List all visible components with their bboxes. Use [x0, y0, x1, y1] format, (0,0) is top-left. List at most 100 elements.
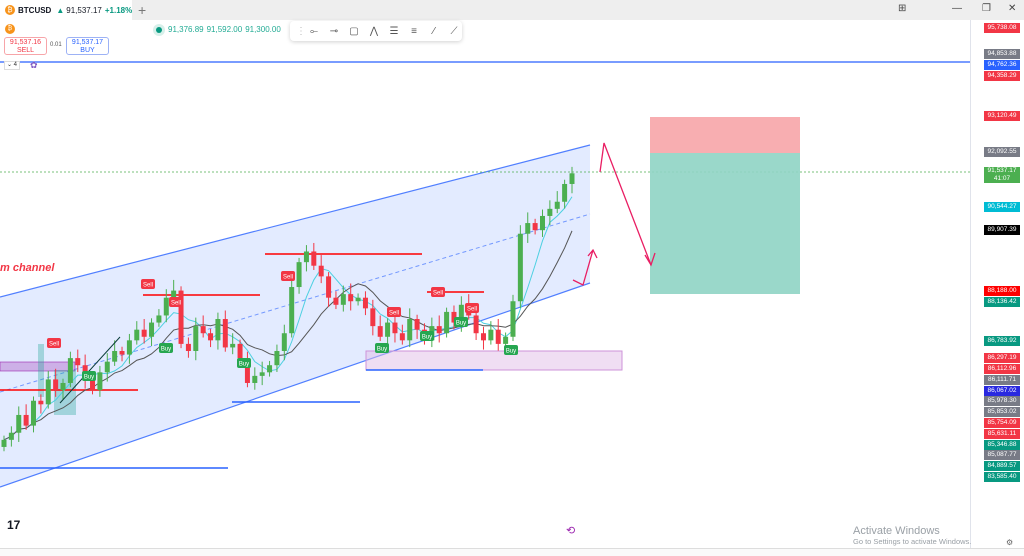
- candle: [296, 257, 302, 294]
- close-button[interactable]: ✕: [1008, 3, 1017, 14]
- price-label: 89,907.39: [984, 224, 1020, 235]
- sell-signal-label: Sell: [47, 338, 61, 348]
- candle: [562, 179, 568, 209]
- candle: [53, 368, 59, 397]
- candle: [252, 367, 258, 390]
- tab-btcusd[interactable]: ₿ BTCUSD ▲ 91,537.17 +1.18% / U: [0, 0, 132, 20]
- candle: [362, 291, 368, 316]
- price-label: 91,537.17 41:07: [984, 166, 1020, 183]
- path-icon[interactable]: ⋀: [369, 25, 379, 37]
- candle: [38, 394, 44, 414]
- replay-icon[interactable]: ⟲: [566, 525, 576, 537]
- activate-subtitle: Go to Settings to activate Windows.: [853, 537, 972, 546]
- horizontal-line-icon[interactable]: ⟜: [310, 25, 318, 37]
- parallel-channel: [0, 145, 590, 487]
- demand-zone: [365, 350, 623, 371]
- candle: [436, 315, 442, 343]
- candle: [525, 212, 531, 243]
- layout-icon[interactable]: ⊞: [898, 3, 907, 14]
- candle: [311, 242, 317, 270]
- svg-text:Sell: Sell: [467, 307, 477, 313]
- tradingview-logo[interactable]: 17: [7, 518, 21, 532]
- drag-handle-icon[interactable]: ⋮: [296, 25, 306, 37]
- candle: [45, 370, 51, 409]
- sell-signal-label: Sell: [431, 287, 445, 297]
- candle: [141, 319, 147, 344]
- candle: [554, 191, 560, 214]
- candle: [392, 316, 398, 343]
- indicator-icon[interactable]: ✿: [30, 60, 38, 70]
- svg-text:Sell: Sell: [49, 342, 59, 348]
- svg-text:Buy: Buy: [84, 375, 94, 381]
- rectangle-icon[interactable]: ▢: [349, 25, 359, 37]
- svg-text:Buy: Buy: [506, 349, 516, 355]
- high-value: 91,592.00: [206, 25, 243, 34]
- take-profit-zone: [650, 153, 800, 294]
- bounce-arrow: [572, 249, 594, 286]
- candle: [156, 309, 162, 327]
- svg-text:Sell: Sell: [389, 311, 399, 317]
- channel-mid-line: [0, 213, 591, 393]
- price-label: 85,631.11: [984, 428, 1020, 439]
- drawing-toolbar: ⋮ ⟜ ⊸ ▢ ⋀ ☰ ≡ ⁄ ⟋: [290, 21, 462, 41]
- candle: [318, 255, 324, 284]
- price-label: 86,783.92: [984, 335, 1020, 346]
- regression-icon[interactable]: ≡: [411, 25, 417, 37]
- price-label: 93,120.49: [984, 110, 1020, 121]
- sell-signal-label: Sell: [169, 297, 183, 307]
- new-tab-button[interactable]: +: [138, 2, 147, 18]
- sell-button[interactable]: 91,537.16 SELL: [4, 37, 47, 55]
- parallel-channel-icon[interactable]: ☰: [389, 25, 399, 37]
- tab-symbol: BTCUSD: [18, 5, 52, 15]
- ruler-icon[interactable]: ⟋: [450, 25, 458, 37]
- settings-icon[interactable]: ⚙: [1006, 538, 1014, 547]
- sell-signal-label: Sell: [465, 303, 479, 313]
- chart-canvas[interactable]: Sell Sell Sell Sell Sell Sell Sell Buy Buy Buy Buy…: [0, 20, 970, 548]
- open-value: 91,376.89: [168, 25, 204, 34]
- candle: [31, 396, 37, 433]
- candle: [75, 349, 81, 372]
- candle: [112, 340, 118, 366]
- horizontal-ray-icon[interactable]: ⊸: [329, 25, 339, 37]
- candle: [178, 286, 184, 349]
- buy-price: 91,537.17: [71, 39, 104, 46]
- svg-text:Buy: Buy: [239, 362, 249, 368]
- candle: [259, 361, 265, 386]
- candle: [149, 318, 155, 347]
- candle: [23, 404, 29, 430]
- price-label: 84,889.57: [984, 461, 1020, 472]
- candle: [348, 283, 354, 311]
- candle: [193, 317, 199, 361]
- sell-price: 91,537.16: [9, 39, 42, 46]
- candle: [399, 324, 405, 345]
- candle: [532, 218, 538, 235]
- minimize-button[interactable]: —: [952, 3, 962, 14]
- candle: [281, 324, 287, 361]
- candle: [60, 378, 66, 400]
- trend-line-icon[interactable]: ⁄: [433, 25, 435, 37]
- candle: [67, 351, 73, 388]
- stop-loss-zone: [650, 117, 800, 153]
- indicators-collapse-button[interactable]: ⌄ 4: [4, 61, 20, 70]
- price-label: 94,853.88: [984, 49, 1020, 60]
- sell-signal-label: Sell: [387, 307, 401, 317]
- candle: [119, 346, 125, 362]
- buy-button[interactable]: 91,537.17 BUY: [66, 37, 109, 55]
- candle: [444, 307, 450, 338]
- svg-text:Sell: Sell: [143, 283, 153, 289]
- sell-label: SELL: [16, 47, 35, 54]
- candle: [407, 308, 413, 348]
- price-label: 85,087.77: [984, 450, 1020, 461]
- candle: [126, 333, 132, 364]
- price-label: 85,754.09: [984, 418, 1020, 428]
- buy-signal-label: Buy: [375, 343, 389, 353]
- price-label: 85,978.30: [984, 396, 1020, 407]
- low-value: 91,300.00: [245, 25, 281, 34]
- candle: [326, 272, 332, 307]
- price-label: 94,358.29: [984, 70, 1020, 81]
- svg-text:Buy: Buy: [456, 321, 466, 327]
- candle: [451, 305, 457, 330]
- candle: [267, 360, 273, 377]
- restore-button[interactable]: ❐: [982, 3, 991, 14]
- candle: [222, 310, 228, 352]
